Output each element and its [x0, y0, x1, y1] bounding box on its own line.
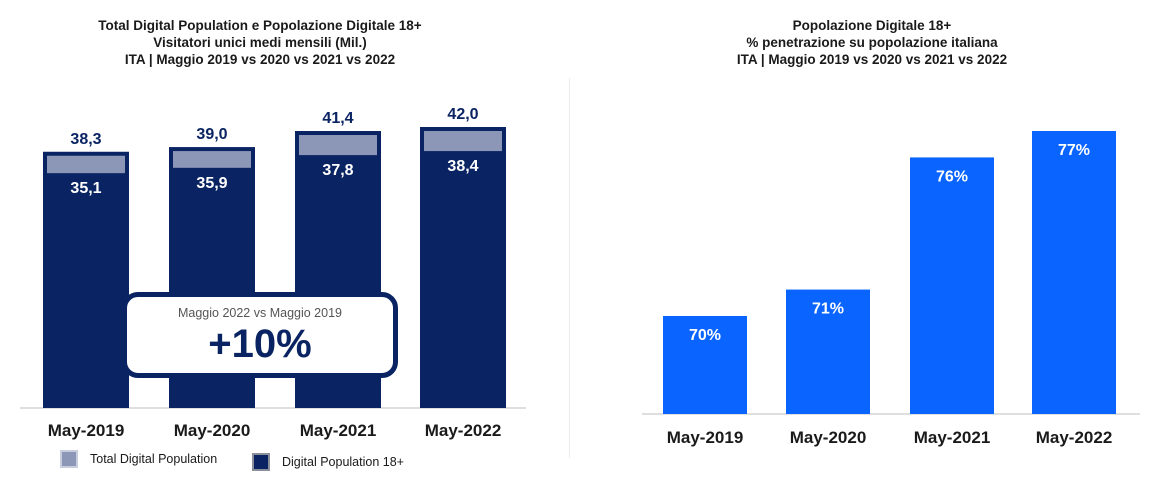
- penetration-bar-May-2022: [1032, 131, 1116, 414]
- right-chart-title: Popolazione Digitale 18+ % penetrazione …: [612, 17, 1132, 68]
- callout-value: +10%: [208, 322, 312, 366]
- penetration-value-label-May-2019: 70%: [689, 327, 721, 344]
- chart-divider: [569, 78, 570, 458]
- total-value-label-May-2022: 42,0: [447, 106, 478, 123]
- right-title-line-1: Popolazione Digitale 18+: [792, 18, 952, 33]
- total-value-label-May-2020: 39,0: [196, 126, 227, 143]
- penetration-value-label-May-2020: 71%: [812, 301, 844, 318]
- right-x-tick-May-2022: May-2022: [1036, 428, 1113, 447]
- right-x-tick-May-2019: May-2019: [667, 428, 744, 447]
- left-title-line-3: ITA | Maggio 2019 vs 2020 vs 2021 vs 202…: [124, 52, 396, 67]
- adult-value-label-May-2022: 38,4: [447, 158, 478, 175]
- total-value-label-May-2021: 41,4: [322, 110, 353, 127]
- right-x-tick-May-2020: May-2020: [790, 428, 867, 447]
- growth-callout: Maggio 2022 vs Maggio 2019 +10%: [122, 292, 398, 378]
- left-x-tick-May-2021: May-2021: [300, 421, 377, 440]
- total-value-label-May-2019: 38,3: [70, 131, 101, 148]
- legend-label-total: Total Digital Population: [90, 452, 218, 466]
- legend-swatch-total: [60, 450, 78, 468]
- right-x-tick-May-2021: May-2021: [914, 428, 991, 447]
- total-population-bar-May-2019: [43, 151, 129, 408]
- adult-value-label-May-2019: 35,1: [70, 180, 101, 197]
- right-title-line-3: ITA | Maggio 2019 vs 2020 vs 2021 vs 202…: [736, 52, 1008, 67]
- right-title-line-2: % penetrazione su popolazione italiana: [746, 35, 998, 50]
- left-x-tick-May-2020: May-2020: [174, 421, 251, 440]
- total-minus-adult-segment-May-2021: [299, 135, 377, 156]
- total-population-bar-May-2022: [420, 127, 506, 408]
- penetration-bar-May-2019: [663, 316, 747, 414]
- adult-value-label-May-2020: 35,9: [196, 175, 227, 192]
- callout-subtitle: Maggio 2022 vs Maggio 2019: [177, 306, 342, 320]
- legend-item-total: Total Digital Population: [60, 450, 217, 468]
- left-title-line-2: Visitatori unici medi mensili (Mil.): [153, 35, 367, 50]
- total-minus-adult-segment-May-2020: [173, 151, 251, 168]
- left-x-tick-May-2022: May-2022: [425, 421, 502, 440]
- left-title-line-1: Total Digital Population e Popolazione D…: [98, 18, 422, 33]
- left-chart-title: Total Digital Population e Popolazione D…: [18, 17, 502, 68]
- total-minus-adult-segment-May-2019: [47, 155, 125, 174]
- total-minus-adult-segment-May-2022: [424, 131, 502, 152]
- legend-item-adult: Digital Population 18+: [252, 453, 404, 471]
- legend-swatch-adult: [252, 453, 270, 471]
- adult-value-label-May-2021: 37,8: [322, 162, 353, 179]
- penetration-value-label-May-2022: 77%: [1058, 142, 1090, 159]
- penetration-bar-May-2020: [786, 289, 870, 414]
- legend-label-adult: Digital Population 18+: [282, 455, 404, 469]
- penetration-bar-May-2021: [910, 157, 994, 414]
- penetration-value-label-May-2021: 76%: [936, 168, 968, 185]
- left-x-tick-May-2019: May-2019: [48, 421, 125, 440]
